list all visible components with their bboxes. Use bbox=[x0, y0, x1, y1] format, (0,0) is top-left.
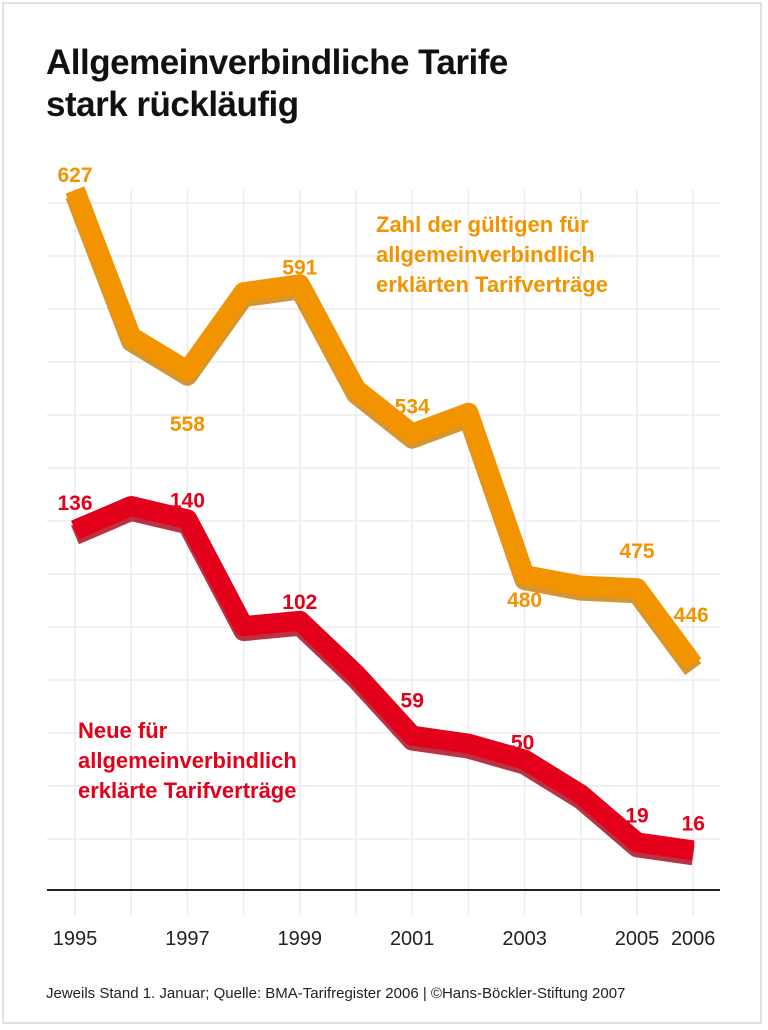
legend-orange-series: Zahl der gültigen für allgemeinverbindli… bbox=[376, 210, 608, 300]
legend-line: Zahl der gültigen für bbox=[376, 212, 589, 237]
legend-line: Neue für bbox=[78, 718, 168, 743]
legend-line: allgemeinverbindlich bbox=[78, 748, 297, 773]
x-tick-label: 2003 bbox=[502, 928, 547, 950]
data-label: 102 bbox=[282, 591, 317, 614]
x-tick-label: 1995 bbox=[53, 928, 98, 950]
legend-line: erklärten Tarifverträge bbox=[376, 272, 608, 297]
footnote: Jeweils Stand 1. Januar; Quelle: BMA-Tar… bbox=[46, 985, 626, 1002]
series-line bbox=[65, 186, 702, 671]
data-label: 480 bbox=[507, 589, 542, 612]
data-label: 446 bbox=[674, 604, 709, 627]
data-label: 627 bbox=[57, 164, 92, 187]
legend-line: erklärte Tarifverträge bbox=[78, 778, 297, 803]
data-label: 558 bbox=[170, 413, 205, 436]
data-label: 16 bbox=[682, 812, 705, 835]
legend-red-series: Neue für allgemeinverbindlich erklärte T… bbox=[78, 716, 297, 806]
legend-line: allgemeinverbindlich bbox=[376, 242, 595, 267]
data-label: 136 bbox=[57, 492, 92, 515]
data-label: 19 bbox=[625, 804, 648, 827]
title-line-1: Allgemeinverbindliche Tarife bbox=[46, 43, 508, 82]
data-label: 140 bbox=[170, 489, 205, 512]
x-tick-label: 2001 bbox=[390, 928, 435, 950]
x-tick-label: 1999 bbox=[278, 928, 323, 950]
data-label: 534 bbox=[395, 396, 430, 419]
series-line bbox=[71, 495, 695, 861]
data-label: 475 bbox=[619, 540, 654, 563]
chart-title: Allgemeinverbindliche Tarife stark rückl… bbox=[46, 42, 508, 126]
x-tick-label: 1997 bbox=[165, 928, 210, 950]
data-label: 591 bbox=[282, 256, 317, 279]
data-label: 50 bbox=[511, 732, 534, 755]
data-label: 59 bbox=[401, 690, 424, 713]
x-tick-label: 2006 bbox=[671, 928, 716, 950]
title-line-2: stark rückläufig bbox=[46, 85, 299, 124]
x-tick-label: 2005 bbox=[615, 928, 660, 950]
